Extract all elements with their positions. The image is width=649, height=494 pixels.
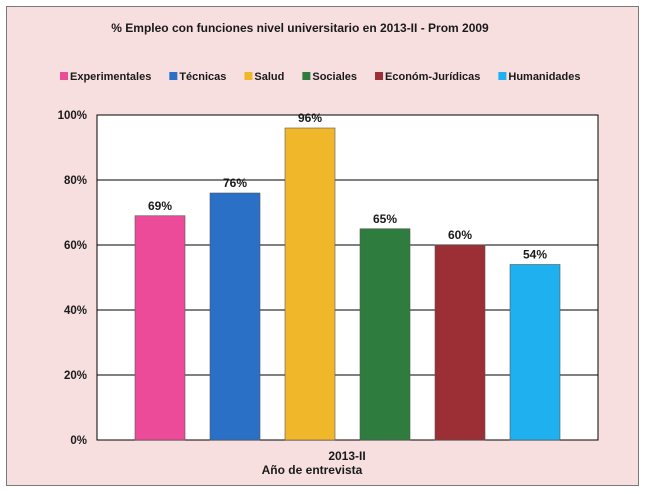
y-tick-label: 100%: [58, 110, 87, 122]
bar-t-cnicas: [209, 192, 261, 441]
y-axis-ticks: 0% 20% 40% 60% 80% 100%: [58, 110, 87, 447]
bar-humanidades: [509, 264, 561, 441]
y-tick-label: 0%: [70, 435, 87, 447]
legend-item: Humanidades: [498, 71, 581, 83]
legend-label: Sociales: [312, 71, 357, 83]
legend-swatch: [302, 72, 311, 80]
legend-label: Económ-Jurídicas: [385, 71, 480, 83]
bar-salud: [284, 127, 336, 441]
data-label: 96%: [298, 111, 322, 125]
legend-swatch: [244, 72, 253, 80]
legend: Experimentales Técnicas Salud Sociales Econó…: [60, 71, 581, 83]
data-label: 54%: [523, 248, 547, 262]
x-axis-title: Año de entrevista: [262, 463, 363, 477]
x-category-label: 2013-II: [328, 449, 365, 463]
data-label: 60%: [448, 228, 472, 242]
data-label: 76%: [223, 176, 247, 190]
bar-econ-m-jur-dicas: [434, 244, 486, 441]
data-labels: 69% 76% 96% 65% 60% 54%: [148, 111, 547, 262]
data-label: 69%: [148, 199, 172, 213]
bars: [134, 127, 561, 441]
legend-swatch: [375, 72, 384, 80]
legend-swatch: [498, 72, 507, 80]
chart-title: % Empleo con funciones nivel universitar…: [111, 21, 489, 35]
legend-item: Técnicas: [169, 71, 226, 83]
y-tick-label: 40%: [64, 305, 87, 317]
legend-swatch: [60, 72, 68, 80]
y-tick-label: 20%: [64, 370, 87, 382]
bar-sociales: [359, 228, 411, 441]
legend-item: Salud: [244, 71, 284, 83]
legend-label: Humanidades: [508, 71, 580, 83]
legend-label: Técnicas: [179, 71, 226, 83]
data-label: 65%: [373, 212, 397, 226]
legend-swatch: [169, 72, 178, 80]
legend-label: Experimentales: [70, 71, 151, 83]
y-tick-label: 60%: [64, 240, 87, 252]
bar-experimentales: [134, 215, 186, 441]
legend-item: Experimentales: [60, 71, 151, 83]
legend-label: Salud: [254, 71, 284, 83]
y-tick-label: 80%: [64, 175, 87, 187]
legend-item: Económ-Jurídicas: [375, 71, 480, 83]
legend-item: Sociales: [302, 71, 357, 83]
